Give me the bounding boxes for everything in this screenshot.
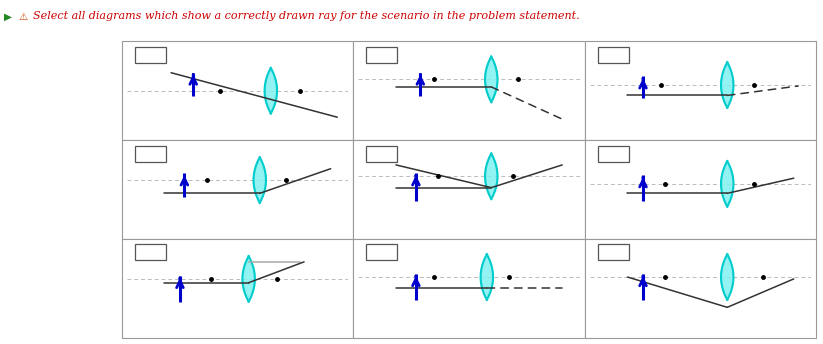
FancyBboxPatch shape (597, 47, 629, 63)
Polygon shape (721, 62, 733, 108)
FancyBboxPatch shape (134, 244, 165, 260)
FancyBboxPatch shape (366, 47, 397, 63)
Polygon shape (485, 57, 497, 102)
FancyBboxPatch shape (597, 244, 629, 260)
Polygon shape (721, 254, 733, 300)
Text: ▶: ▶ (4, 12, 12, 22)
FancyBboxPatch shape (366, 244, 397, 260)
Text: Select all diagrams which show a correctly drawn ray for the scenario in the pro: Select all diagrams which show a correct… (33, 11, 579, 21)
Polygon shape (721, 161, 733, 207)
Polygon shape (253, 157, 266, 203)
Polygon shape (481, 254, 493, 300)
FancyBboxPatch shape (134, 47, 165, 63)
Polygon shape (485, 153, 497, 199)
Text: ⚠: ⚠ (18, 12, 27, 22)
FancyBboxPatch shape (366, 146, 397, 162)
Polygon shape (243, 256, 255, 302)
FancyBboxPatch shape (597, 146, 629, 162)
FancyBboxPatch shape (134, 146, 165, 162)
Polygon shape (265, 68, 277, 114)
